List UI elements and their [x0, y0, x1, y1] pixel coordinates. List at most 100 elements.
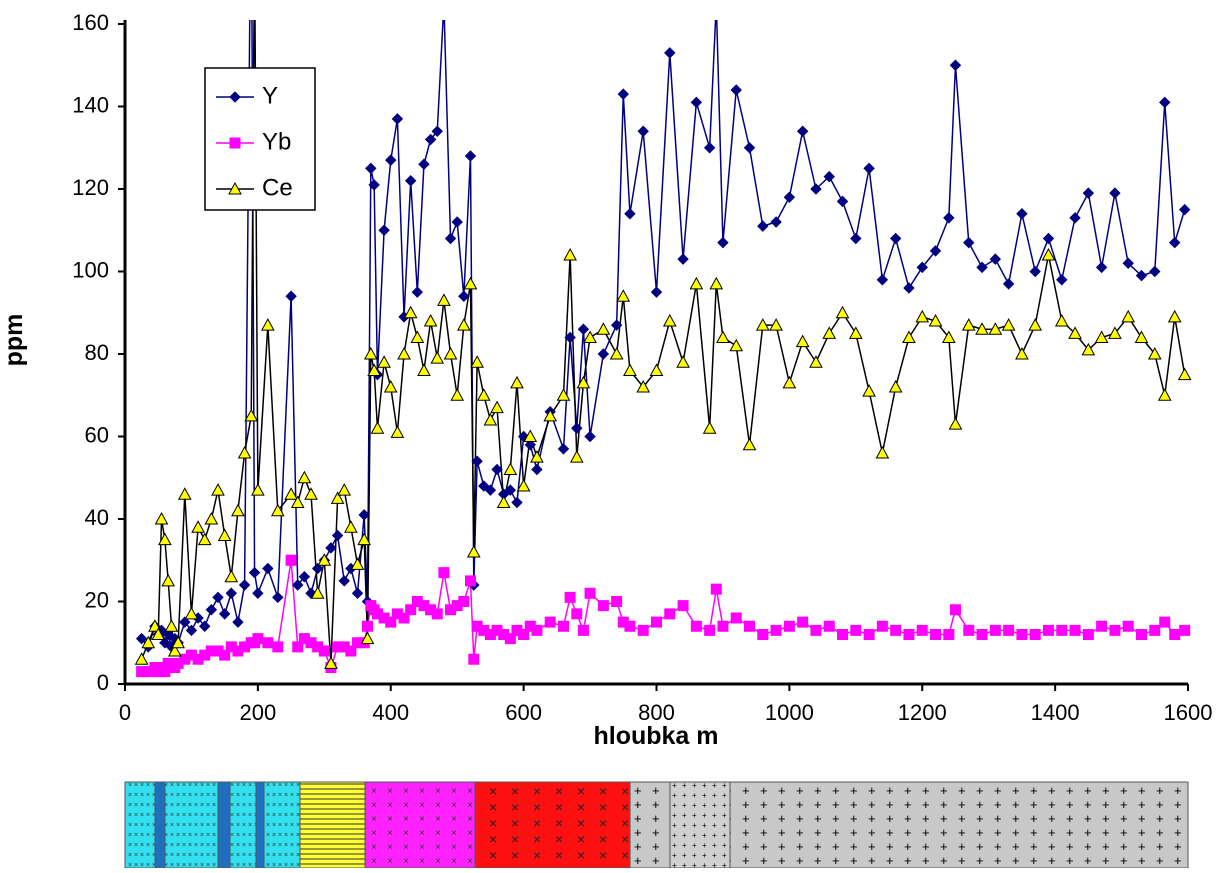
point: [569, 450, 584, 463]
point: [1095, 261, 1108, 274]
x-tick-label: 600: [505, 700, 542, 725]
point: [1056, 624, 1068, 636]
point: [636, 379, 651, 393]
point: [649, 363, 664, 376]
point: [677, 253, 689, 265]
point: [888, 379, 903, 393]
point: [439, 0, 449, 8]
point: [431, 125, 443, 137]
point: [1041, 247, 1056, 261]
point: [1082, 629, 1094, 640]
point: [702, 421, 717, 434]
point: [836, 195, 849, 208]
point: [850, 232, 862, 245]
point: [141, 635, 156, 649]
point: [810, 624, 822, 636]
point: [902, 330, 916, 343]
point: [1082, 187, 1095, 199]
point: [464, 150, 477, 162]
point: [199, 620, 211, 632]
point: [232, 616, 244, 628]
point: [134, 652, 149, 665]
point: [1003, 624, 1015, 636]
point: [1042, 232, 1055, 245]
point: [1157, 388, 1172, 401]
point: [795, 334, 810, 348]
plot-area: [134, 0, 1192, 678]
point: [483, 412, 498, 426]
point: [717, 620, 729, 632]
point: [205, 604, 218, 616]
point: [1068, 326, 1082, 339]
layer: [364, 781, 476, 869]
point: [863, 162, 875, 175]
legend-box: [204, 67, 316, 211]
point: [437, 293, 451, 306]
point: [1169, 629, 1181, 640]
point: [310, 586, 325, 599]
point: [231, 503, 245, 517]
point: [650, 286, 663, 298]
point: [875, 445, 890, 459]
point: [466, 544, 481, 558]
legend-label: Ce: [262, 174, 293, 201]
point: [823, 620, 835, 632]
point: [949, 604, 961, 616]
point: [1159, 96, 1171, 109]
y-tick-label: 140: [72, 92, 109, 117]
point: [941, 330, 956, 343]
point: [711, 0, 721, 8]
point: [835, 305, 850, 319]
point: [616, 289, 631, 302]
point: [988, 322, 1003, 335]
point: [890, 624, 902, 636]
point: [423, 313, 438, 327]
point: [916, 261, 928, 274]
point: [850, 624, 862, 636]
layer: [154, 781, 166, 869]
point: [703, 142, 716, 154]
point: [742, 437, 757, 451]
lithology-strip: [124, 781, 1189, 869]
legend-marker: [228, 181, 242, 195]
point: [367, 363, 381, 376]
point: [624, 208, 636, 220]
point: [716, 330, 730, 343]
point: [325, 542, 337, 554]
point: [576, 375, 591, 389]
point: [943, 212, 955, 224]
point: [1029, 629, 1041, 640]
point: [456, 318, 471, 331]
point: [1135, 269, 1148, 282]
point: [963, 624, 975, 636]
point: [889, 232, 902, 245]
point: [164, 619, 179, 632]
point: [463, 276, 478, 290]
point: [177, 487, 192, 500]
point: [397, 346, 411, 360]
legend-marker: [229, 137, 241, 149]
point: [876, 620, 888, 632]
point: [491, 463, 503, 476]
point: [450, 388, 465, 401]
point: [504, 484, 517, 496]
x-tick-label: 1400: [1031, 700, 1080, 725]
point: [704, 624, 716, 636]
point: [1147, 346, 1162, 360]
point: [1122, 257, 1134, 269]
point: [311, 562, 324, 575]
point: [490, 400, 504, 414]
point: [518, 629, 530, 640]
point: [1159, 616, 1171, 628]
point: [478, 480, 490, 492]
point: [928, 313, 943, 327]
y-tick-label: 20: [85, 587, 109, 612]
point: [1108, 326, 1122, 339]
point: [1167, 309, 1182, 323]
point: [304, 487, 318, 500]
point: [664, 47, 676, 59]
point: [237, 445, 252, 459]
point: [484, 484, 497, 496]
point: [611, 596, 623, 607]
